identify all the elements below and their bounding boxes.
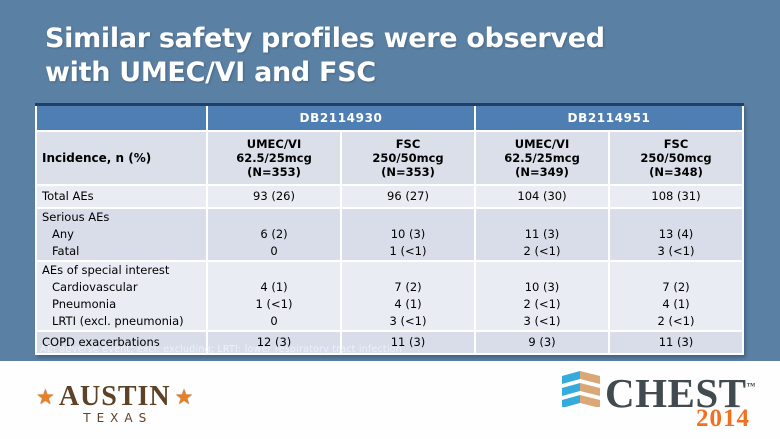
chest-wordmark: CHEST™ — [605, 370, 756, 416]
chest-2014-logo: CHEST™ 2014 — [562, 367, 756, 432]
column-header-row: Incidence, n (%) UMEC/VI 62.5/25mcg (N=3… — [36, 130, 744, 185]
cell — [207, 207, 342, 226]
cell: 96 (27) — [341, 184, 476, 208]
row-label: Any — [36, 226, 208, 243]
row-label: Pneumonia — [36, 296, 208, 313]
cell: 93 (26) — [207, 184, 342, 208]
slide-title-line1: Similar safety profiles were observed — [45, 23, 605, 54]
cell — [609, 207, 744, 226]
cell: 7 (2) — [609, 279, 744, 296]
cell: 1 (<1) — [341, 243, 476, 261]
table-row-pneumonia: Pneumonia 1 (<1) 4 (1) 2 (<1) 4 (1) — [36, 296, 744, 313]
study-header-db2114951: DB2114951 — [475, 104, 744, 131]
study-header-row: DB2114930 DB2114951 — [36, 104, 744, 131]
column-header: FSC 250/50mcg (N=348) — [609, 130, 744, 185]
cell — [207, 260, 342, 279]
slide-title-line2: with UMEC/VI and FSC — [45, 57, 376, 88]
cell — [475, 260, 610, 279]
cell: 2 (<1) — [475, 296, 610, 313]
row-label: Fatal — [36, 243, 208, 261]
study-header-db2114930: DB2114930 — [207, 104, 476, 131]
row-label: COPD exacerbations — [36, 330, 208, 354]
column-header: UMEC/VI 62.5/25mcg (N=349) — [475, 130, 610, 185]
row-label: Total AEs — [36, 184, 208, 208]
cell: 0 — [207, 313, 342, 331]
cell: 108 (31) — [609, 184, 744, 208]
cell — [341, 260, 476, 279]
table-row-cardiovascular: Cardiovascular 4 (1) 7 (2) 10 (3) 7 (2) — [36, 279, 744, 296]
table-row-serious-aes: Serious AEs — [36, 207, 744, 226]
table-row-copd-exacerbations: COPD exacerbations 12 (3) 11 (3) 9 (3) 1… — [36, 330, 744, 354]
austin-texas-label: TEXAS — [83, 411, 153, 425]
cell: 7 (2) — [341, 279, 476, 296]
safety-table: DB2114930 DB2114951 Incidence, n (%) UME… — [35, 103, 744, 355]
cell: 4 (1) — [341, 296, 476, 313]
chest-ribbons-icon — [562, 371, 600, 407]
cell: 1 (<1) — [207, 296, 342, 313]
cell: 0 — [207, 243, 342, 261]
cell — [475, 207, 610, 226]
cell: 104 (30) — [475, 184, 610, 208]
cell: 3 (<1) — [341, 313, 476, 331]
cell — [609, 260, 744, 279]
cell: 3 (<1) — [475, 313, 610, 331]
chest-year: 2014 — [696, 405, 750, 432]
table-row-any: Any 6 (2) 10 (3) 11 (3) 13 (4) — [36, 226, 744, 243]
trademark-symbol: ™ — [746, 381, 756, 391]
cell: 9 (3) — [475, 330, 610, 354]
table-row-lrti: LRTI (excl. pneumonia) 0 3 (<1) 3 (<1) 2… — [36, 313, 744, 331]
incidence-label: Incidence, n (%) — [36, 130, 208, 185]
cell: 11 (3) — [609, 330, 744, 354]
table-row-fatal: Fatal 0 1 (<1) 2 (<1) 3 (<1) — [36, 243, 744, 261]
footnote: AE: adverse event; excl: excluding; LRTI… — [40, 344, 402, 355]
table-row-total-aes: Total AEs 93 (26) 96 (27) 104 (30) 108 (… — [36, 184, 744, 208]
cell: 12 (3) — [207, 330, 342, 354]
star-icon: ★ — [174, 384, 194, 409]
star-icon: ★ — [36, 384, 55, 409]
cell: 2 (<1) — [609, 313, 744, 331]
corner-cell — [36, 104, 208, 131]
footer-bar: ★ AUSTIN ★ TEXAS — [0, 361, 780, 439]
table-row-aes-special-interest: AEs of special interest — [36, 260, 744, 279]
cell: 6 (2) — [207, 226, 342, 243]
cell: 2 (<1) — [475, 243, 610, 261]
row-label: LRTI (excl. pneumonia) — [36, 313, 208, 331]
row-label: Serious AEs — [36, 207, 208, 226]
cell: 10 (3) — [475, 279, 610, 296]
column-header: UMEC/VI 62.5/25mcg (N=353) — [207, 130, 342, 185]
cell: 3 (<1) — [609, 243, 744, 261]
cell: 11 (3) — [341, 330, 476, 354]
austin-texas-logo: ★ AUSTIN ★ TEXAS — [36, 381, 194, 426]
cell: 10 (3) — [341, 226, 476, 243]
cell: 4 (1) — [609, 296, 744, 313]
slide-title: Similar safety profiles were observed wi… — [45, 22, 745, 90]
cell: 13 (4) — [609, 226, 744, 243]
cell — [341, 207, 476, 226]
cell: 4 (1) — [207, 279, 342, 296]
column-header: FSC 250/50mcg (N=353) — [341, 130, 476, 185]
austin-wordmark: AUSTIN — [58, 381, 171, 412]
row-label: Cardiovascular — [36, 279, 208, 296]
cell: 11 (3) — [475, 226, 610, 243]
row-label: AEs of special interest — [36, 260, 208, 279]
